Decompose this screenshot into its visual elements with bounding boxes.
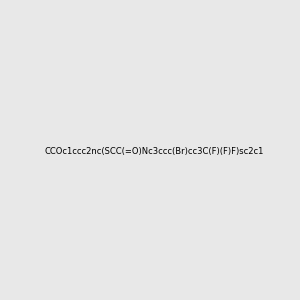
Text: CCOc1ccc2nc(SCC(=O)Nc3ccc(Br)cc3C(F)(F)F)sc2c1: CCOc1ccc2nc(SCC(=O)Nc3ccc(Br)cc3C(F)(F)F…	[44, 147, 263, 156]
